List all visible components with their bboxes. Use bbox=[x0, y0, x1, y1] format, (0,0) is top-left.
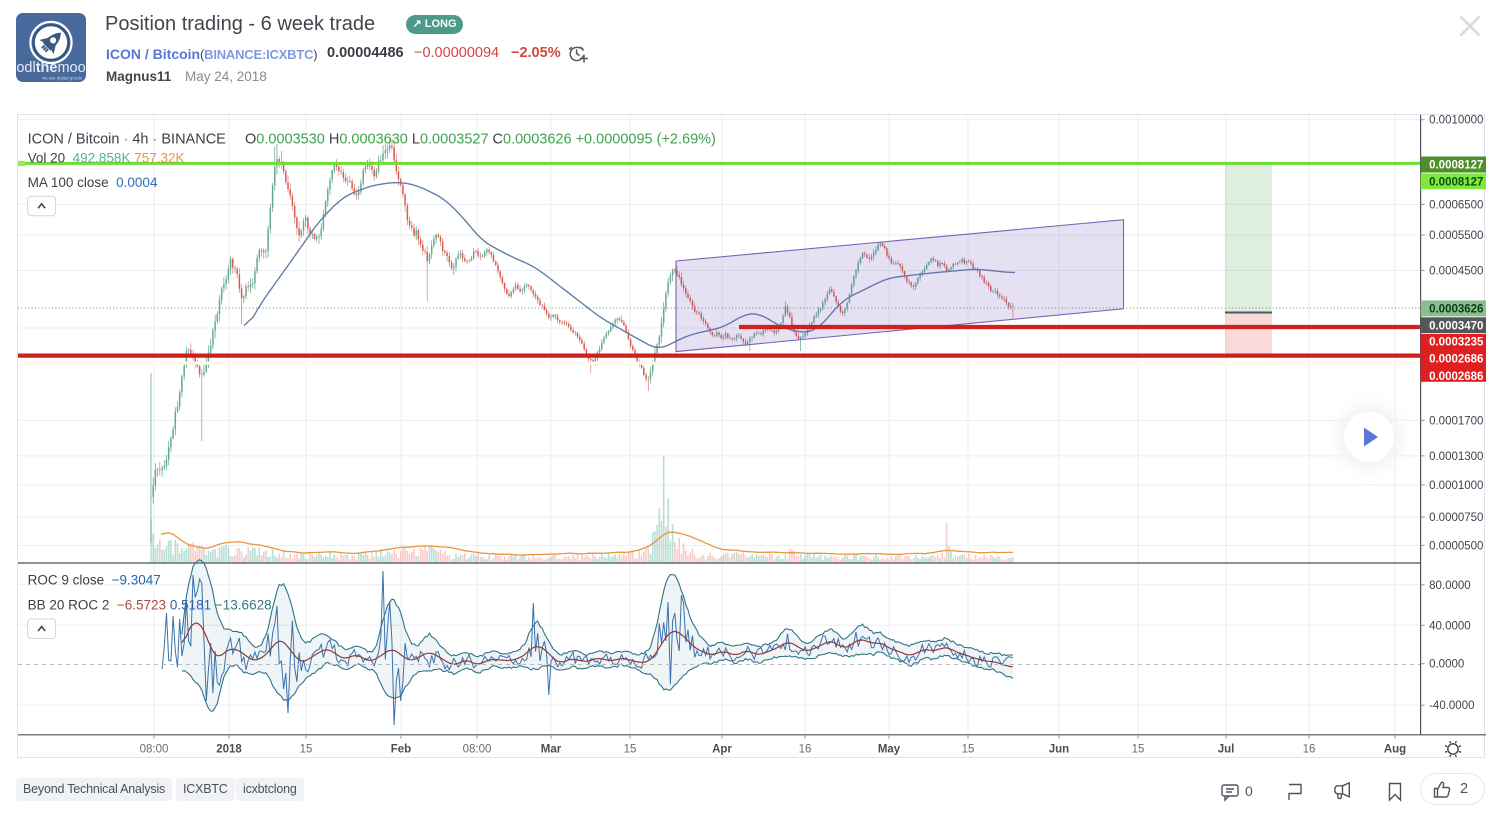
svg-text:Aug: Aug bbox=[1384, 743, 1406, 755]
svg-text:0.0002686: 0.0002686 bbox=[1429, 354, 1483, 366]
svg-text:0.0001700: 0.0001700 bbox=[1429, 415, 1483, 427]
svg-text:0.0008127: 0.0008127 bbox=[1429, 160, 1483, 172]
svg-text:ROC 9 close −9.3047: ROC 9 close −9.3047 bbox=[28, 573, 161, 588]
svg-text:odlthemoo: odlthemoo bbox=[16, 60, 85, 76]
svg-text:0.0005500: 0.0005500 bbox=[1429, 230, 1483, 242]
svg-text:Jun: Jun bbox=[1049, 743, 1069, 755]
svg-text:40.0000: 40.0000 bbox=[1429, 620, 1471, 632]
svg-text:08:00: 08:00 bbox=[463, 743, 492, 755]
svg-text:0.0003470: 0.0003470 bbox=[1429, 320, 1483, 332]
svg-text:MA 100 close 0.0004: MA 100 close 0.0004 bbox=[28, 175, 158, 190]
svg-text:16: 16 bbox=[799, 743, 812, 755]
svg-text:80.0000: 80.0000 bbox=[1429, 580, 1471, 592]
svg-text:Vol 20 492.858K 757.32K: Vol 20 492.858K 757.32K bbox=[28, 151, 185, 166]
svg-text:BB 20 ROC 2 −6.5723 0.5181 −1: BB 20 ROC 2 −6.5723 0.5181 −13.6628 bbox=[28, 598, 272, 613]
svg-text:15: 15 bbox=[1132, 743, 1145, 755]
svg-text:Mar: Mar bbox=[541, 743, 562, 755]
svg-text:0.0006500: 0.0006500 bbox=[1429, 199, 1483, 211]
svg-text:0.0010000: 0.0010000 bbox=[1429, 115, 1483, 127]
svg-text:08:00: 08:00 bbox=[140, 743, 169, 755]
svg-text:Apr: Apr bbox=[712, 743, 732, 755]
svg-text:0.0003235: 0.0003235 bbox=[1429, 337, 1484, 349]
svg-text:0.0001000: 0.0001000 bbox=[1429, 480, 1483, 492]
svg-text:0.0001300: 0.0001300 bbox=[1429, 451, 1483, 463]
svg-text:0.0003626: 0.0003626 bbox=[1429, 304, 1483, 316]
svg-text:16: 16 bbox=[1303, 743, 1316, 755]
svg-text:0.0000500: 0.0000500 bbox=[1429, 540, 1483, 552]
svg-text:0.0002686: 0.0002686 bbox=[1429, 371, 1483, 383]
svg-text:we are digital goods: we are digital goods bbox=[42, 76, 83, 81]
svg-text:0.0004500: 0.0004500 bbox=[1429, 266, 1483, 278]
svg-text:15: 15 bbox=[962, 743, 975, 755]
svg-text:Jul: Jul bbox=[1218, 743, 1235, 755]
svg-text:ICON / Bitcoin · 4h · BINANCE: ICON / Bitcoin · 4h · BINANCE bbox=[28, 132, 227, 148]
svg-text:15: 15 bbox=[624, 743, 637, 755]
svg-text:Feb: Feb bbox=[391, 743, 411, 755]
svg-text:0.0000750: 0.0000750 bbox=[1429, 512, 1483, 524]
svg-text:0.0008127: 0.0008127 bbox=[1429, 177, 1483, 189]
svg-text:2018: 2018 bbox=[216, 743, 242, 755]
svg-text:-40.0000: -40.0000 bbox=[1429, 700, 1474, 712]
svg-text:15: 15 bbox=[300, 743, 313, 755]
svg-text:May: May bbox=[878, 743, 901, 755]
svg-text:O0.0003530 H0.0003630 L0.00035: O0.0003530 H0.0003630 L0.0003527 C0.0003… bbox=[245, 132, 716, 148]
svg-text:0.0000: 0.0000 bbox=[1429, 659, 1464, 671]
